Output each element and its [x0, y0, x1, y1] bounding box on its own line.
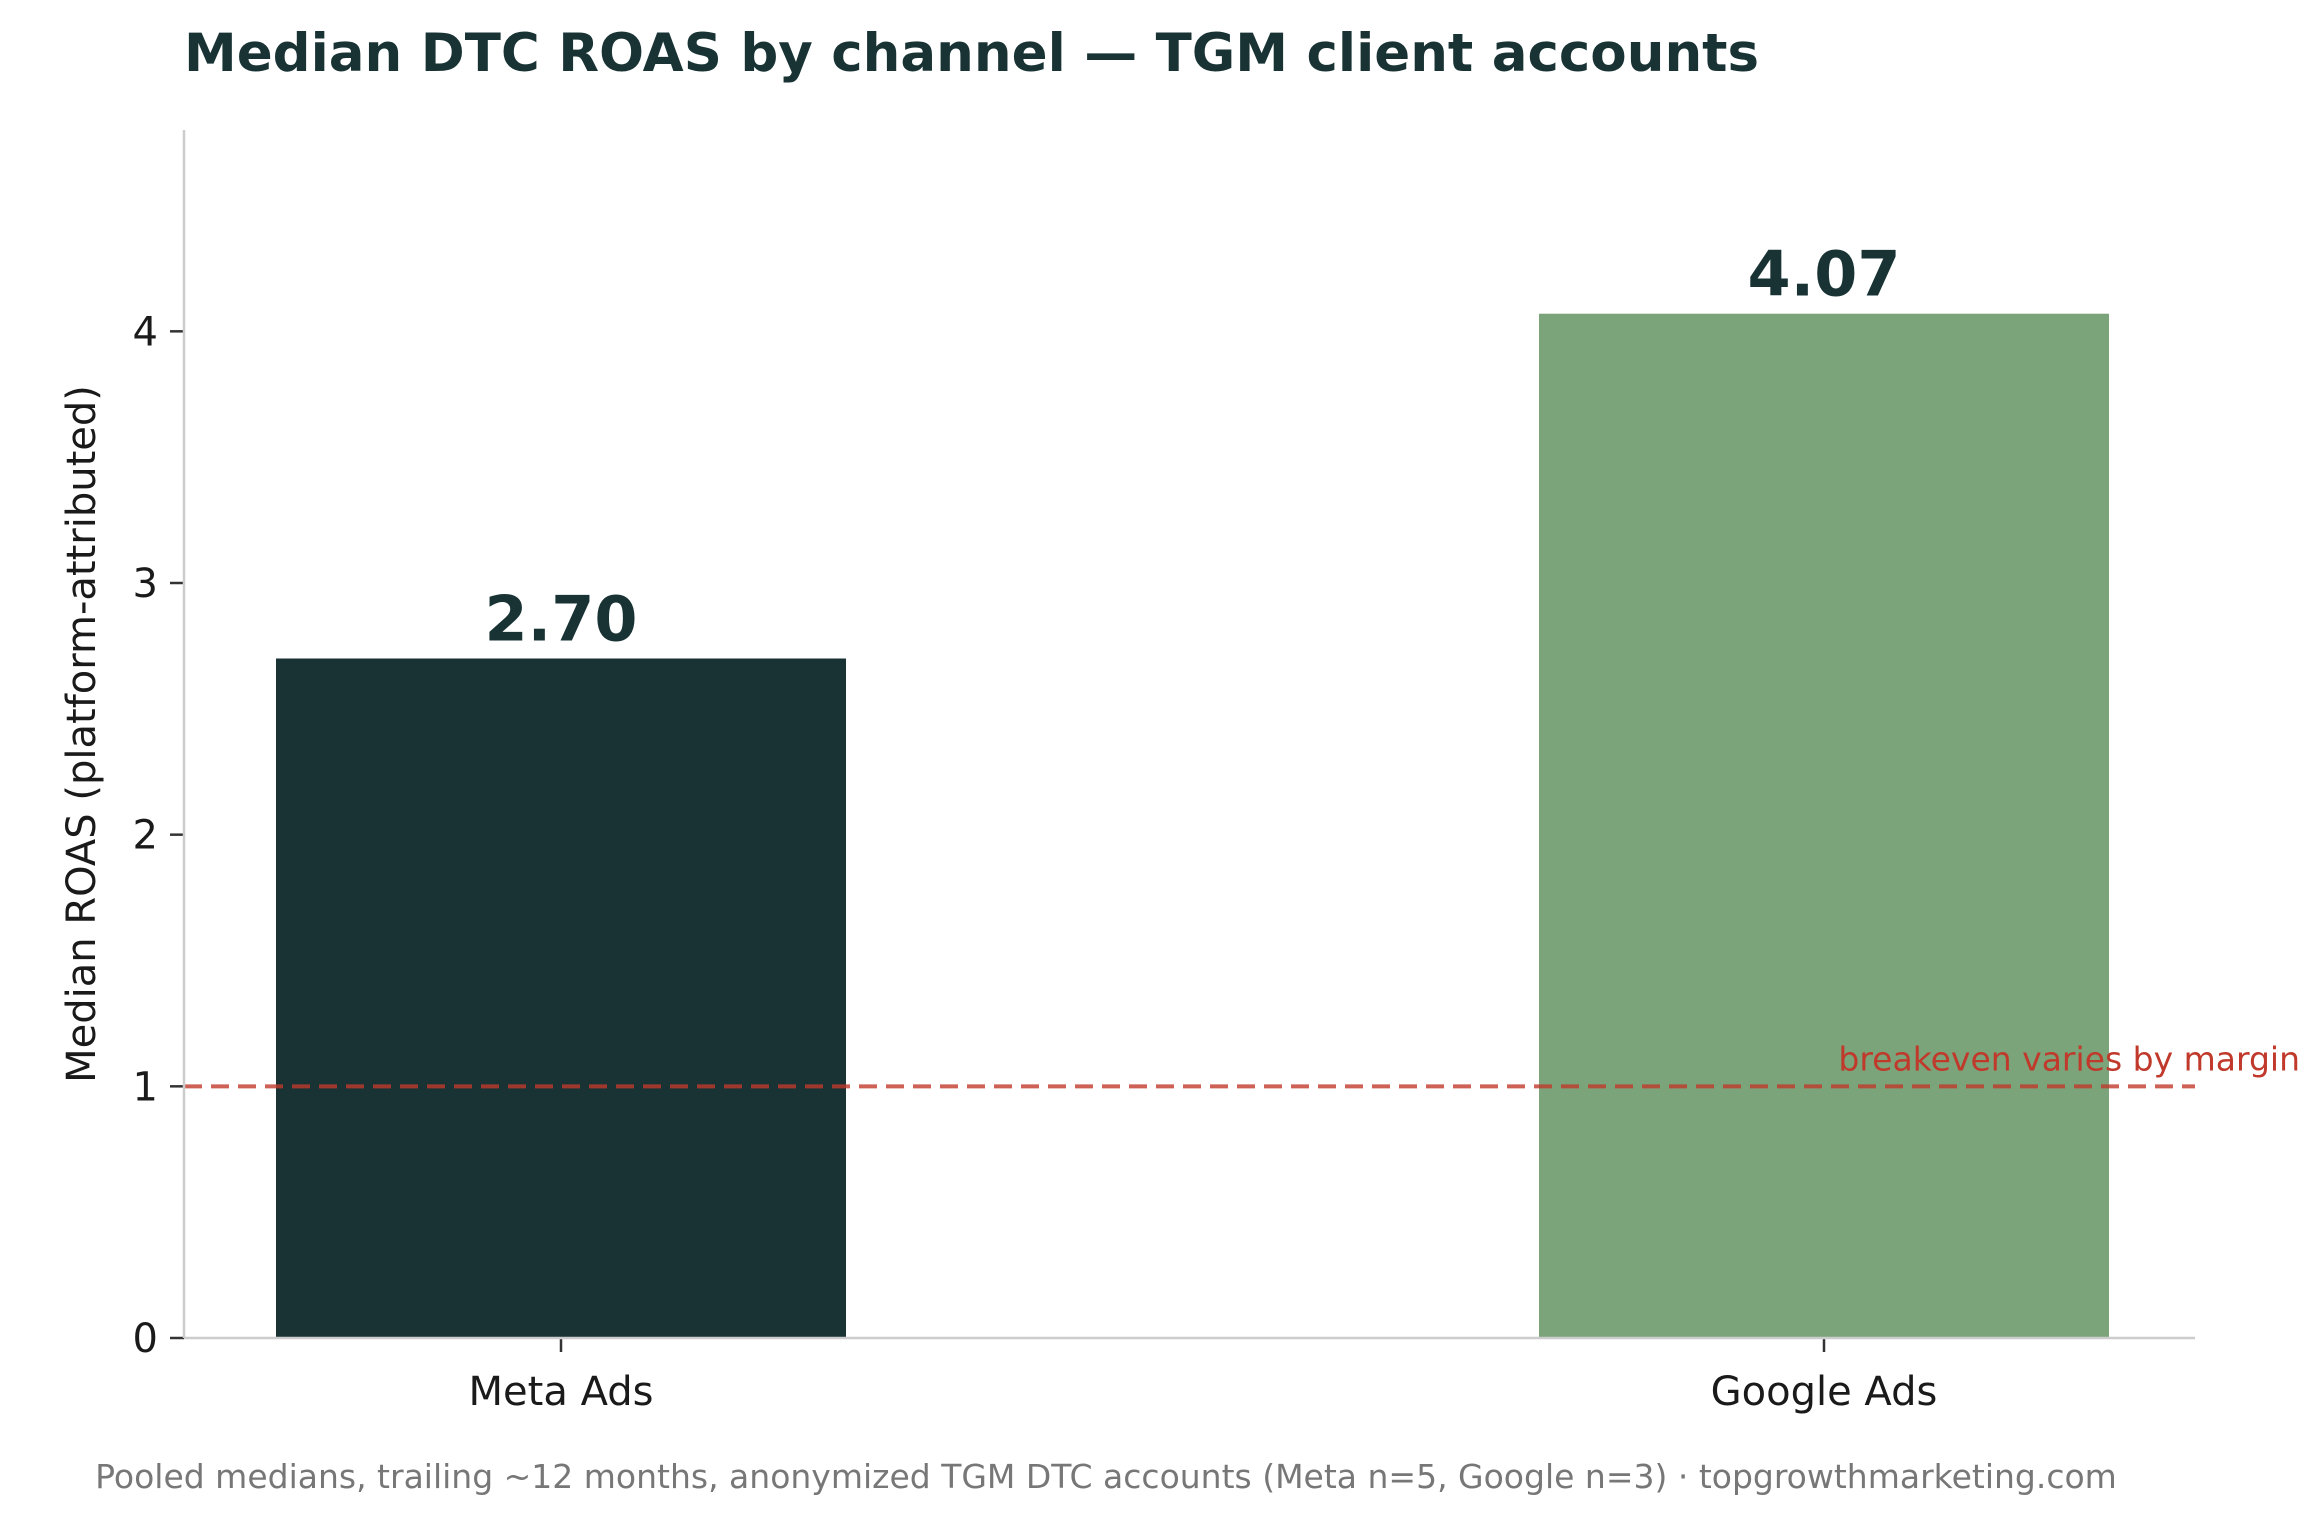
y-tick-label: 4: [133, 309, 158, 355]
chart-title: Median DTC ROAS by channel — TGM client …: [184, 23, 1759, 84]
y-tick-label: 0: [133, 1316, 158, 1362]
bars: [276, 313, 2109, 1338]
x-axis-ticks: Meta Ads Google Ads: [469, 1338, 1938, 1415]
data-labels: 2.70 4.07: [485, 238, 1901, 656]
x-tick-label: Google Ads: [1711, 1369, 1938, 1415]
y-axis-ticks: 0 1 2 3 4: [133, 309, 184, 1362]
bar-meta-ads: [276, 658, 846, 1338]
y-tick-label: 1: [133, 1064, 158, 1110]
y-tick-label: 2: [133, 813, 158, 859]
reference-line-label: breakeven varies by margin: [1838, 1039, 2300, 1078]
reference-line-group: breakeven varies by margin: [184, 1039, 2300, 1089]
x-tick-label: Meta Ads: [469, 1369, 654, 1415]
y-tick-label: 3: [133, 561, 158, 607]
bar-value-label: 4.07: [1748, 238, 1901, 311]
y-axis-label: Median ROAS (platform-attributed): [59, 385, 105, 1083]
footnote: Pooled medians, trailing ~12 months, ano…: [95, 1457, 2117, 1496]
bar-value-label: 2.70: [485, 583, 638, 656]
bar-google-ads: [1539, 313, 2109, 1338]
